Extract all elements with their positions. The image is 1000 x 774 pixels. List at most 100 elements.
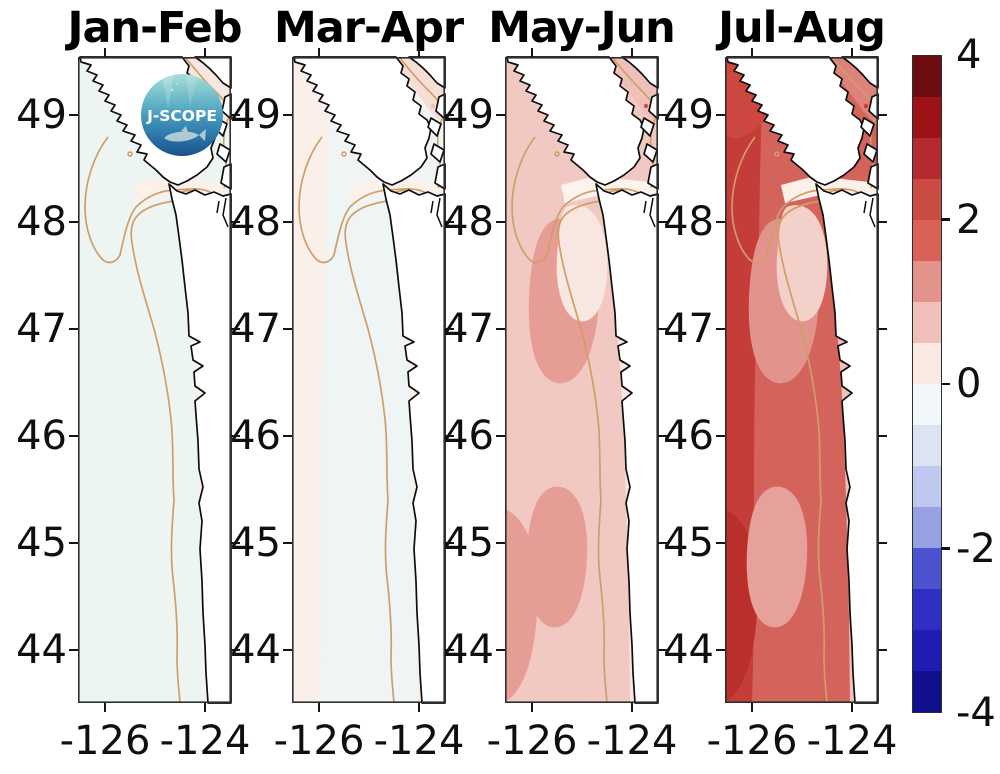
anomaly-speck	[863, 103, 869, 109]
puget-channel-line	[643, 200, 647, 214]
lon-tick-label: -126	[273, 718, 365, 764]
colorbar-segment	[913, 302, 941, 343]
anomaly-speck	[643, 103, 649, 109]
axes-frame	[292, 57, 445, 704]
lat-tick-label: 48	[230, 199, 281, 245]
land-washington-oregon	[168, 183, 232, 704]
axes-frame	[725, 57, 878, 704]
lat-tick-label: 46	[230, 413, 281, 459]
puget-channel-line	[649, 197, 656, 228]
lat-tick-label: 45	[443, 520, 494, 566]
island	[863, 143, 878, 163]
isobath-contour	[298, 136, 429, 704]
map-panel-jul-aug: Jul-Aug 49 48 47 46 45 44 -126 -124	[663, 3, 897, 761]
logo-bubble	[176, 83, 178, 85]
map-panel-may-jun: May-Jun 49 48 47 46 45 44 -126 -124	[443, 3, 677, 761]
island	[643, 143, 658, 163]
lon-tick-label: -126	[486, 718, 578, 764]
map-jul-aug	[716, 48, 887, 712]
isobath-dot	[341, 151, 347, 157]
lat-tick-label: 46	[16, 413, 67, 459]
map-jan-feb: J-SCOPE	[69, 48, 240, 712]
colorbar-segment	[913, 507, 941, 548]
land-washington-oregon	[815, 183, 879, 704]
lat-tick-label: 47	[663, 306, 714, 352]
island	[860, 117, 875, 137]
puget-channel-line	[430, 200, 434, 214]
island	[427, 117, 442, 137]
land-washington-oregon	[382, 183, 446, 704]
land-washington-oregon	[595, 183, 659, 704]
colorbar-segment	[913, 56, 941, 97]
lat-tick-label: 44	[663, 627, 714, 673]
axes-frame	[505, 57, 658, 704]
map-may-jun	[496, 48, 667, 712]
anomaly-speck	[430, 103, 436, 109]
anomaly-zone-mid2	[526, 486, 588, 628]
puget-channel-line	[863, 200, 867, 214]
lon-tick-label: -124	[373, 718, 465, 764]
lat-tick-label: 46	[443, 413, 494, 459]
logo-lightray	[162, 74, 174, 109]
lat-tick-label: 49	[443, 92, 494, 138]
map-panel-jan-feb: Jan-Feb J-SCOPE 49 48 47 46 45 44 -126 -124	[16, 3, 250, 761]
isobath-contour	[84, 136, 215, 704]
lat-tick-label: 48	[443, 199, 494, 245]
anomaly-zone-hook	[556, 205, 608, 322]
colorbar-segment	[913, 384, 941, 425]
panel-title-may-jun: May-Jun	[488, 3, 676, 53]
lat-tick-label: 47	[230, 306, 281, 352]
colorbar-tick-label: 2	[956, 196, 982, 243]
colorbar-tick	[941, 218, 950, 221]
lat-tick-label: 44	[443, 627, 494, 673]
panel-title-mar-apr: Mar-Apr	[273, 3, 464, 53]
isobath-dot	[774, 151, 780, 157]
map-panel-mar-apr: Mar-Apr 49 48 47 46 45 44 -126 -124	[230, 3, 464, 761]
lat-tick-label: 45	[230, 520, 281, 566]
logo-fish-tail	[199, 129, 206, 141]
colorbar-segment	[913, 343, 941, 384]
colorbar-tick-label: 4	[956, 32, 982, 78]
colorbar-segment	[913, 138, 941, 179]
panel-title-jul-aug: Jul-Aug	[718, 3, 886, 53]
lat-tick-label: 47	[443, 306, 494, 352]
land-vancouver-island	[293, 56, 432, 186]
anomaly-zone-hook	[776, 205, 828, 322]
colorbar-segment	[913, 630, 941, 671]
anomaly-zone-mid2	[746, 486, 808, 628]
island	[640, 117, 655, 137]
colorbar-segment	[913, 179, 941, 220]
island	[430, 143, 445, 163]
lat-tick-label: 48	[663, 199, 714, 245]
lat-tick-label: 45	[663, 520, 714, 566]
logo-fish-fin	[181, 126, 188, 132]
colorbar-segment	[913, 671, 941, 712]
colorbar-tick	[941, 547, 950, 550]
isobath-contour	[511, 136, 642, 704]
lon-tick-label: -124	[806, 718, 898, 764]
lat-tick-label: 49	[663, 92, 714, 138]
logo-bubble	[170, 88, 174, 92]
lon-tick-label: -126	[59, 718, 151, 764]
colorbar-tick-label: -4	[956, 690, 996, 736]
colorbar-segment	[913, 548, 941, 589]
land-vancouver-island	[506, 56, 645, 186]
lat-tick-label: 44	[230, 627, 281, 673]
colorbar-segment	[913, 425, 941, 466]
map-mar-apr	[283, 48, 454, 712]
colorbar-tick-label: -2	[956, 525, 996, 572]
lon-tick-label: -124	[586, 718, 678, 764]
puget-channel-line	[222, 197, 229, 228]
lon-tick-label: -126	[706, 718, 798, 764]
puget-channel-line	[436, 197, 443, 228]
lon-tick-label: -124	[159, 718, 251, 764]
colorbar-segment	[913, 589, 941, 630]
colorbar-tick	[941, 382, 950, 386]
puget-channel-line	[216, 200, 220, 214]
isobath-dot	[554, 151, 560, 157]
colorbar	[912, 55, 942, 713]
colorbar-segment	[913, 97, 941, 138]
jscope-logo-text: J-SCOPE	[146, 107, 217, 125]
colorbar-segment	[913, 261, 941, 302]
